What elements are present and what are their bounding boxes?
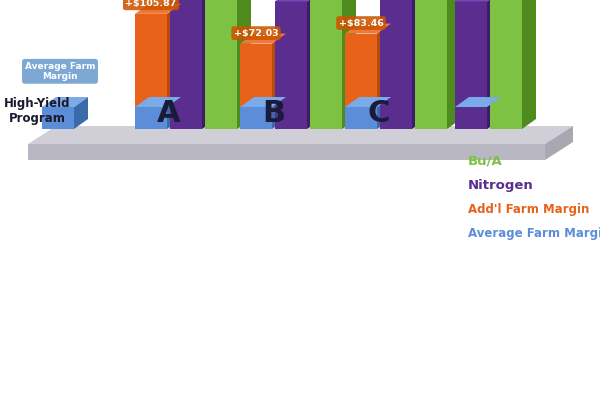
Polygon shape bbox=[135, 14, 167, 107]
Polygon shape bbox=[377, 24, 391, 107]
Polygon shape bbox=[345, 107, 377, 129]
Polygon shape bbox=[135, 4, 181, 14]
Polygon shape bbox=[205, 0, 237, 129]
Polygon shape bbox=[28, 144, 545, 160]
Text: C: C bbox=[367, 99, 389, 128]
Polygon shape bbox=[490, 0, 522, 129]
Polygon shape bbox=[135, 107, 167, 129]
Polygon shape bbox=[202, 0, 216, 129]
Polygon shape bbox=[167, 97, 181, 129]
Polygon shape bbox=[135, 97, 181, 107]
Text: +$72.03: +$72.03 bbox=[233, 29, 278, 38]
Text: +$105.87: +$105.87 bbox=[125, 0, 176, 8]
Polygon shape bbox=[380, 0, 412, 129]
Polygon shape bbox=[275, 1, 307, 129]
Polygon shape bbox=[237, 0, 251, 129]
Polygon shape bbox=[447, 0, 461, 129]
Text: Bu/A: Bu/A bbox=[468, 155, 503, 168]
Polygon shape bbox=[345, 97, 391, 107]
Polygon shape bbox=[455, 0, 501, 1]
Polygon shape bbox=[487, 0, 501, 129]
Polygon shape bbox=[455, 1, 487, 129]
Polygon shape bbox=[240, 44, 272, 107]
Polygon shape bbox=[455, 107, 487, 129]
Polygon shape bbox=[240, 107, 272, 129]
Polygon shape bbox=[342, 0, 356, 129]
Polygon shape bbox=[310, 0, 342, 129]
Text: High-Yield
Program: High-Yield Program bbox=[4, 97, 70, 125]
Polygon shape bbox=[74, 97, 88, 129]
Polygon shape bbox=[345, 34, 377, 107]
Polygon shape bbox=[167, 4, 181, 107]
Polygon shape bbox=[412, 0, 426, 129]
Polygon shape bbox=[455, 97, 501, 107]
Text: B: B bbox=[262, 99, 285, 128]
Text: +$83.46: +$83.46 bbox=[338, 18, 383, 27]
Polygon shape bbox=[377, 97, 391, 129]
Polygon shape bbox=[240, 34, 286, 44]
Polygon shape bbox=[28, 126, 573, 144]
Polygon shape bbox=[275, 0, 321, 1]
Polygon shape bbox=[345, 24, 391, 34]
Polygon shape bbox=[522, 0, 536, 129]
Polygon shape bbox=[42, 107, 74, 129]
Text: Average Farm Margin: Average Farm Margin bbox=[468, 227, 600, 240]
Polygon shape bbox=[42, 97, 88, 107]
Polygon shape bbox=[240, 97, 286, 107]
Polygon shape bbox=[272, 97, 286, 129]
Polygon shape bbox=[307, 0, 321, 129]
Polygon shape bbox=[272, 34, 286, 107]
Text: Nitrogen: Nitrogen bbox=[468, 178, 534, 191]
Text: Add'l Farm Margin: Add'l Farm Margin bbox=[468, 202, 589, 216]
Polygon shape bbox=[170, 0, 202, 129]
Text: A: A bbox=[157, 99, 181, 128]
Polygon shape bbox=[545, 126, 573, 160]
Polygon shape bbox=[415, 0, 447, 129]
Text: Average Farm
Margin: Average Farm Margin bbox=[25, 62, 95, 81]
Polygon shape bbox=[487, 97, 501, 129]
